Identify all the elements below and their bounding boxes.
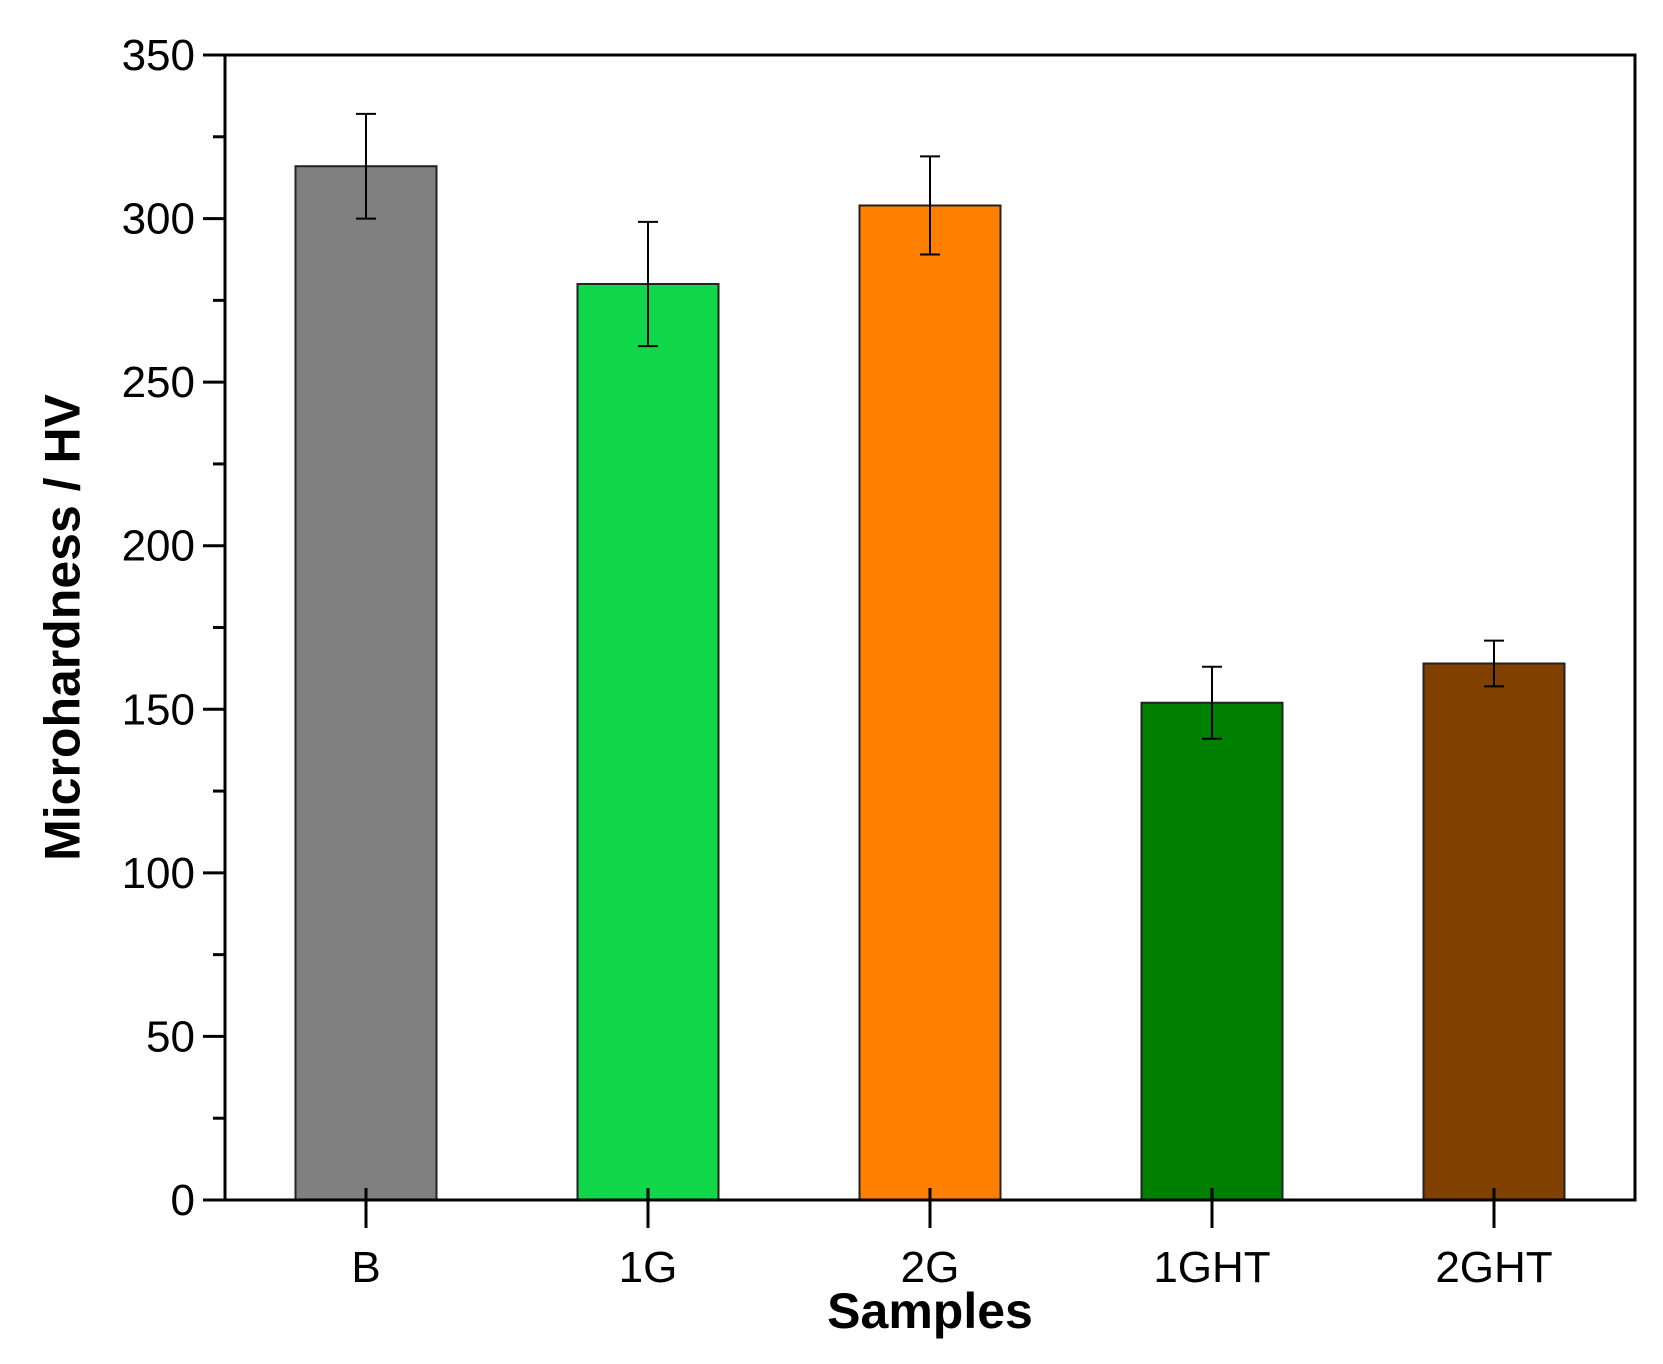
x-axis: B 1G 2G 1GHT 2GHT	[351, 1188, 1553, 1292]
error-bar-2ght	[1484, 639, 1504, 688]
x-tick-label-2ght: 2GHT	[1435, 1243, 1552, 1292]
bar-2g	[858, 204, 1002, 1201]
y-tick-label: 200	[122, 522, 195, 571]
y-axis: 0 50 100 150 200 250 300 350	[122, 31, 225, 1225]
y-tick-label: 250	[122, 358, 195, 407]
error-bar-b	[356, 112, 376, 220]
y-tick-label: 300	[122, 195, 195, 244]
y-tick-label: 0	[171, 1176, 195, 1225]
y-axis-title: Microhardness / HV	[35, 393, 91, 860]
bar-1ght	[1140, 701, 1284, 1201]
y-tick-label: 100	[122, 849, 195, 898]
error-bar-1ght	[1202, 665, 1222, 740]
y-tick-label: 50	[146, 1012, 195, 1061]
bar-2ght	[1422, 662, 1566, 1201]
x-tick-label-1ght: 1GHT	[1153, 1243, 1270, 1292]
bar-1g	[576, 283, 720, 1201]
x-tick-label-1g: 1G	[619, 1243, 678, 1292]
bars-layer	[294, 165, 1566, 1202]
x-axis-title: Samples	[827, 1283, 1033, 1339]
bar-b	[294, 165, 438, 1202]
error-bars-layer	[356, 112, 1504, 740]
error-bar-2g	[920, 155, 940, 256]
x-tick-label-b: B	[351, 1243, 380, 1292]
y-tick-label: 150	[122, 685, 195, 734]
x-tick-label-2g: 2G	[901, 1243, 960, 1292]
y-tick-label: 350	[122, 31, 195, 80]
error-bar-1g	[638, 220, 658, 348]
